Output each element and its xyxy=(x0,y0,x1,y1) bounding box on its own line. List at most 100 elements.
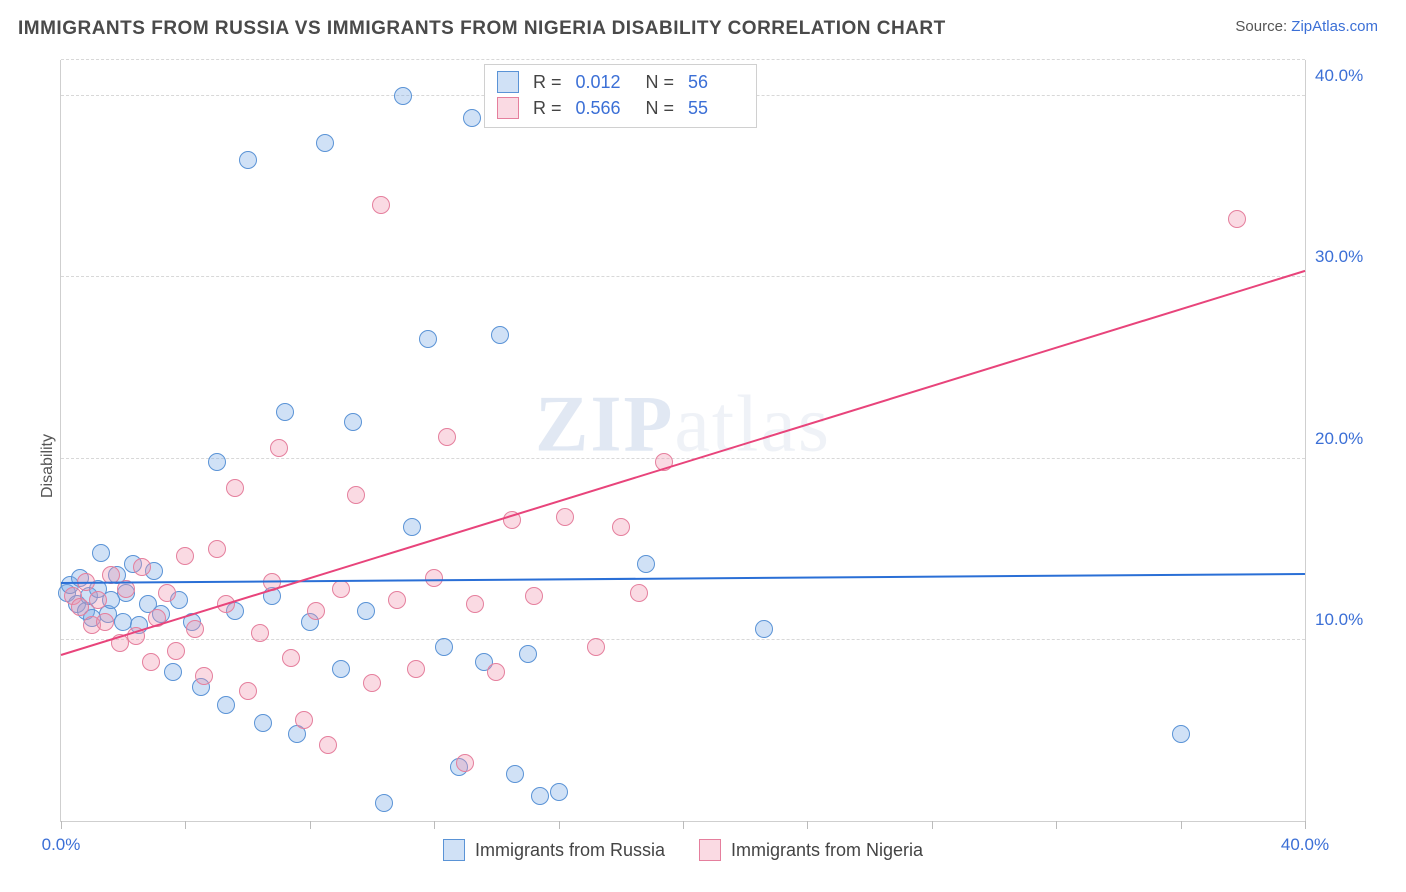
x-tick-label: 0.0% xyxy=(42,835,81,855)
legend-stats-row: R =0.012N =56 xyxy=(497,69,744,95)
data-point xyxy=(388,591,406,609)
x-tick xyxy=(1181,821,1182,829)
watermark-main: ZIP xyxy=(535,381,674,469)
data-point xyxy=(332,580,350,598)
legend-r-value: 0.012 xyxy=(575,72,631,93)
data-point xyxy=(164,663,182,681)
data-point xyxy=(226,479,244,497)
data-point xyxy=(587,638,605,656)
data-point xyxy=(556,508,574,526)
x-tick xyxy=(1305,821,1306,829)
source-link[interactable]: ZipAtlas.com xyxy=(1291,18,1378,35)
x-tick-label: 40.0% xyxy=(1281,835,1329,855)
data-point xyxy=(612,518,630,536)
data-point xyxy=(251,624,269,642)
data-point xyxy=(435,638,453,656)
x-tick xyxy=(185,821,186,829)
data-point xyxy=(217,696,235,714)
data-point xyxy=(363,674,381,692)
x-tick xyxy=(807,821,808,829)
plot-area: ZIPatlas R =0.012N =56R =0.566N =55 Immi… xyxy=(60,60,1306,822)
legend-series-label: Immigrants from Nigeria xyxy=(731,840,923,861)
data-point xyxy=(394,87,412,105)
data-point xyxy=(637,555,655,573)
data-point xyxy=(487,663,505,681)
data-point xyxy=(456,754,474,772)
legend-swatch xyxy=(699,839,721,861)
data-point xyxy=(419,330,437,348)
legend-r-label: R = xyxy=(533,98,562,119)
data-point xyxy=(158,584,176,602)
data-point xyxy=(372,196,390,214)
data-point xyxy=(630,584,648,602)
data-point xyxy=(466,595,484,613)
data-point xyxy=(96,613,114,631)
data-point xyxy=(519,645,537,663)
data-point xyxy=(142,653,160,671)
data-point xyxy=(167,642,185,660)
chart-title: IMMIGRANTS FROM RUSSIA VS IMMIGRANTS FRO… xyxy=(18,18,946,40)
legend-n-label: N = xyxy=(645,98,674,119)
data-point xyxy=(403,518,421,536)
y-tick-label: 40.0% xyxy=(1315,66,1375,86)
x-tick xyxy=(1056,821,1057,829)
data-point xyxy=(550,783,568,801)
chart-container: Disability ZIPatlas R =0.012N =56R =0.56… xyxy=(10,50,1396,882)
x-tick xyxy=(434,821,435,829)
data-point xyxy=(208,453,226,471)
data-point xyxy=(295,711,313,729)
x-tick xyxy=(310,821,311,829)
trend-line xyxy=(61,270,1306,656)
data-point xyxy=(407,660,425,678)
data-point xyxy=(176,547,194,565)
legend-r-label: R = xyxy=(533,72,562,93)
legend-series-label: Immigrants from Russia xyxy=(475,840,665,861)
data-point xyxy=(347,486,365,504)
source-attribution: Source: ZipAtlas.com xyxy=(1235,18,1378,35)
data-point xyxy=(276,403,294,421)
gridline xyxy=(61,639,1305,640)
data-point xyxy=(239,151,257,169)
gridline xyxy=(61,276,1305,277)
data-point xyxy=(71,598,89,616)
legend-series: Immigrants from Russia Immigrants from Ni… xyxy=(61,839,1305,861)
data-point xyxy=(506,765,524,783)
legend-stats-row: R =0.566N =55 xyxy=(497,95,744,121)
data-point xyxy=(270,439,288,457)
gridline xyxy=(61,59,1305,60)
data-point xyxy=(491,326,509,344)
data-point xyxy=(89,591,107,609)
x-tick xyxy=(559,821,560,829)
data-point xyxy=(195,667,213,685)
data-point xyxy=(344,413,362,431)
y-axis-label: Disability xyxy=(39,434,57,498)
y-tick-label: 10.0% xyxy=(1315,610,1375,630)
data-point xyxy=(92,544,110,562)
data-point xyxy=(239,682,257,700)
y-tick-label: 20.0% xyxy=(1315,429,1375,449)
x-tick xyxy=(61,821,62,829)
x-tick xyxy=(683,821,684,829)
legend-swatch xyxy=(443,839,465,861)
y-tick-label: 30.0% xyxy=(1315,247,1375,267)
data-point xyxy=(332,660,350,678)
legend-stats: R = 0.012 N = 56R =0.566N =55 xyxy=(484,64,757,128)
data-point xyxy=(525,587,543,605)
data-point xyxy=(438,428,456,446)
legend-n-value: 56 xyxy=(688,72,744,93)
data-point xyxy=(307,602,325,620)
data-point xyxy=(316,134,334,152)
data-point xyxy=(282,649,300,667)
legend-swatch xyxy=(497,71,519,93)
data-point xyxy=(531,787,549,805)
data-point xyxy=(357,602,375,620)
legend-series-item: Immigrants from Russia xyxy=(443,839,665,861)
data-point xyxy=(463,109,481,127)
data-point xyxy=(375,794,393,812)
data-point xyxy=(319,736,337,754)
data-point xyxy=(1172,725,1190,743)
data-point xyxy=(208,540,226,558)
trend-line xyxy=(61,573,1305,584)
gridline xyxy=(61,458,1305,459)
x-tick xyxy=(932,821,933,829)
